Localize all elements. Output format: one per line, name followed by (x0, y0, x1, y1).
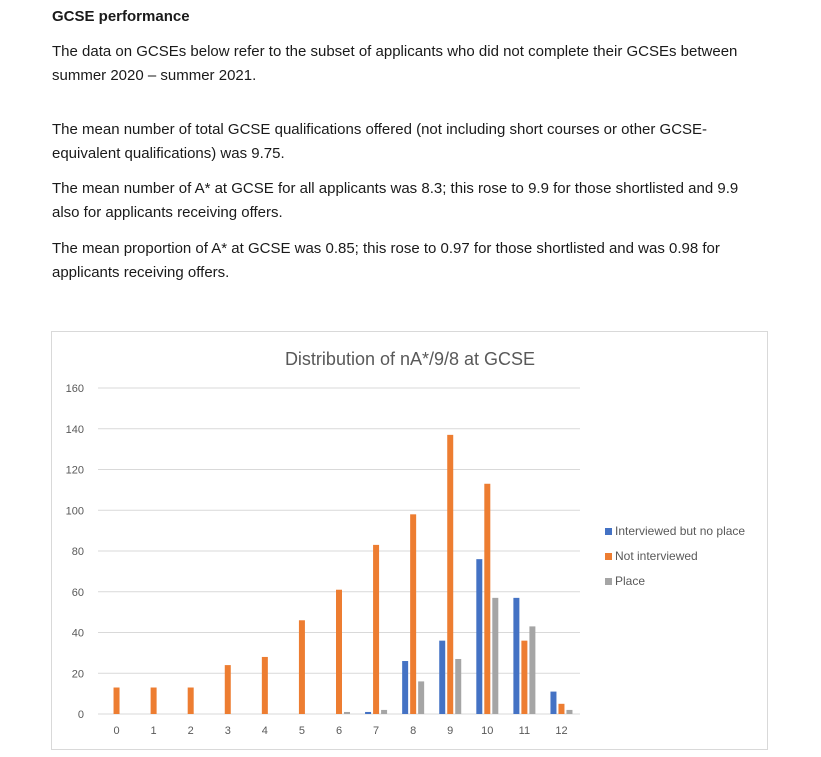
legend-swatch (605, 578, 612, 585)
bar-not-interviewed-6 (336, 589, 342, 714)
y-tick-label: 0 (78, 709, 84, 721)
bar-interviewed-but-no-place-8 (402, 661, 409, 714)
chart-title: Distribution of nA*/9/8 at GCSE (285, 349, 535, 369)
x-tick-label: 3 (225, 725, 231, 737)
x-tick-label: 1 (151, 725, 157, 737)
y-tick-label: 80 (72, 546, 84, 558)
y-tick-label: 40 (72, 628, 84, 640)
bar-not-interviewed-1 (150, 687, 157, 714)
x-tick-label: 11 (519, 725, 530, 737)
bar-interviewed-but-no-place-9 (439, 640, 446, 714)
bar-not-interviewed-11 (521, 640, 528, 714)
x-tick-label: 2 (188, 725, 194, 737)
bar-not-interviewed-5 (298, 620, 305, 714)
legend-swatch (605, 528, 612, 535)
bar-not-interviewed-2 (187, 687, 194, 714)
bar-interviewed-but-no-place-12 (550, 691, 557, 714)
bar-not-interviewed-7 (373, 544, 380, 714)
bar-place-7 (381, 709, 388, 714)
x-tick-label: 8 (410, 725, 416, 737)
x-tick-label: 10 (481, 725, 493, 737)
chart-container: Distribution of nA*/9/8 at GCSE 0 20 40 60 8… (51, 331, 768, 750)
bar-not-interviewed-0 (113, 687, 120, 714)
y-tick-label: 120 (66, 465, 84, 477)
bar-not-interviewed-4 (261, 656, 268, 714)
bar-interviewed-but-no-place-11 (513, 597, 520, 714)
legend-label: Place (615, 574, 645, 588)
legend-label: Interviewed but no place (615, 524, 745, 538)
y-tick-label: 20 (72, 668, 84, 680)
y-tick-label: 140 (66, 424, 84, 436)
x-tick-label: 5 (299, 725, 305, 737)
bar-place-10 (492, 597, 499, 714)
bar-not-interviewed-12 (558, 703, 565, 714)
bar-place-9 (455, 658, 462, 714)
paragraph-intro: The data on GCSEs below refer to the sub… (52, 43, 738, 84)
x-tick-label: 0 (113, 725, 119, 737)
bar-place-8 (418, 681, 425, 714)
bar-not-interviewed-8 (410, 514, 417, 714)
bar-interviewed-but-no-place-7 (365, 711, 372, 714)
section-heading: GCSE performance (52, 8, 190, 25)
bar-place-6 (344, 711, 350, 714)
bar-place-12 (566, 709, 573, 714)
y-tick-label: 100 (66, 505, 84, 517)
bar-interviewed-but-no-place-10 (476, 559, 483, 714)
x-tick-label: 7 (373, 725, 379, 737)
bar-not-interviewed-10 (484, 483, 491, 714)
legend-label: Not interviewed (615, 549, 698, 563)
legend-swatch (605, 553, 612, 560)
y-tick-label: 160 (66, 383, 84, 395)
paragraph-mean-proportion: The mean proportion of A* at GCSE was 0.… (52, 240, 720, 281)
paragraph-mean-qualifications: The mean number of total GCSE qualificat… (52, 121, 708, 162)
paragraph-mean-astar: The mean number of A* at GCSE for all ap… (52, 180, 739, 221)
x-tick-label: 12 (555, 725, 567, 737)
x-tick-label: 4 (262, 725, 268, 737)
x-tick-label: 6 (336, 725, 342, 737)
x-tick-label: 9 (447, 725, 453, 737)
bar-place-11 (529, 626, 536, 714)
bar-chart: Distribution of nA*/9/8 at GCSE 02040608… (66, 349, 746, 737)
bar-not-interviewed-9 (447, 434, 454, 714)
bar-not-interviewed-3 (224, 665, 231, 714)
y-tick-label: 60 (72, 587, 84, 599)
